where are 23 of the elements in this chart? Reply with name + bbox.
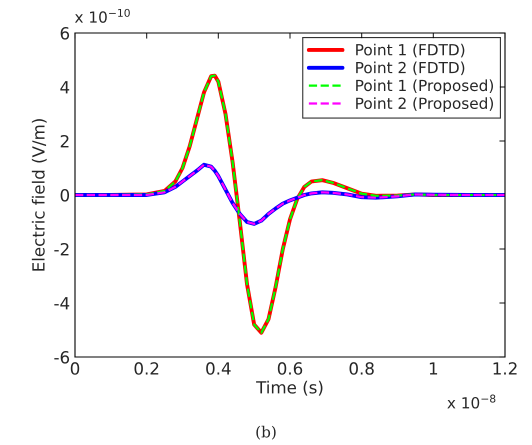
- x-tick-label: 0.4: [206, 362, 231, 375]
- y-tick-label: 2: [60, 134, 68, 148]
- x-axis-title: Time (s): [256, 380, 322, 396]
- y-tick-label: -2: [54, 242, 68, 256]
- y-tick-label: 4: [60, 81, 70, 94]
- text: (b): [256, 426, 276, 440]
- y-tick-label: -6: [54, 350, 70, 364]
- text: x 10$^{−8}$: [447, 394, 496, 409]
- x-tick-label: 1.2: [494, 362, 517, 375]
- legend-label: Point 2 (Proposed): [356, 97, 493, 112]
- x-tick-label: 0: [70, 362, 80, 375]
- x-tick-label: 0.2: [134, 362, 158, 375]
- legend-label: Point 1 (Proposed): [356, 79, 493, 94]
- y-tick-label: 0: [60, 188, 70, 202]
- y-axis-title: Electric field (V/m): [32, 119, 47, 271]
- y-tick-label: -4: [54, 297, 70, 310]
- text: x 10$^{−10}$: [74, 8, 130, 23]
- x-tick-label: 0.8: [350, 362, 374, 375]
- legend-label: Point 2 (FDTD): [356, 62, 464, 76]
- legend-label: Point 1 (FDTD): [356, 44, 464, 58]
- x-tick-label: 0.6: [278, 362, 302, 375]
- y-tick-label: 6: [60, 26, 70, 40]
- x-tick-label: 1: [430, 362, 438, 375]
